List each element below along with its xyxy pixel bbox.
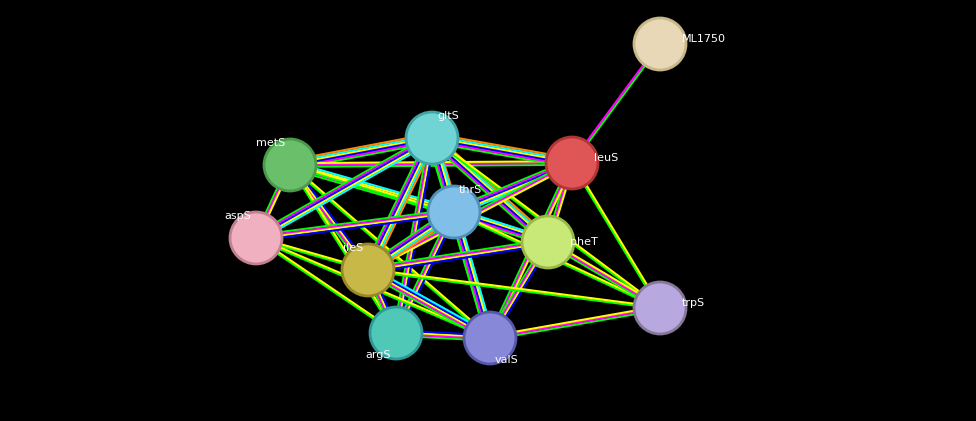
Text: valS: valS xyxy=(495,355,519,365)
Text: gltS: gltS xyxy=(437,111,459,121)
Text: thrS: thrS xyxy=(459,185,482,195)
Circle shape xyxy=(634,282,686,334)
Text: trpS: trpS xyxy=(682,298,705,308)
Circle shape xyxy=(546,137,598,189)
Circle shape xyxy=(522,216,574,268)
Text: argS: argS xyxy=(365,350,391,360)
Circle shape xyxy=(342,244,394,296)
Circle shape xyxy=(464,312,516,364)
Text: pheT: pheT xyxy=(570,237,597,247)
Text: metS: metS xyxy=(256,138,285,148)
Text: aspS: aspS xyxy=(224,211,251,221)
Circle shape xyxy=(370,307,422,359)
Text: ileS: ileS xyxy=(343,243,363,253)
Circle shape xyxy=(230,212,282,264)
Text: ML1750: ML1750 xyxy=(682,34,726,44)
Circle shape xyxy=(406,112,458,164)
Circle shape xyxy=(264,139,316,191)
Circle shape xyxy=(428,186,480,238)
Text: leuS: leuS xyxy=(594,153,618,163)
Circle shape xyxy=(634,18,686,70)
